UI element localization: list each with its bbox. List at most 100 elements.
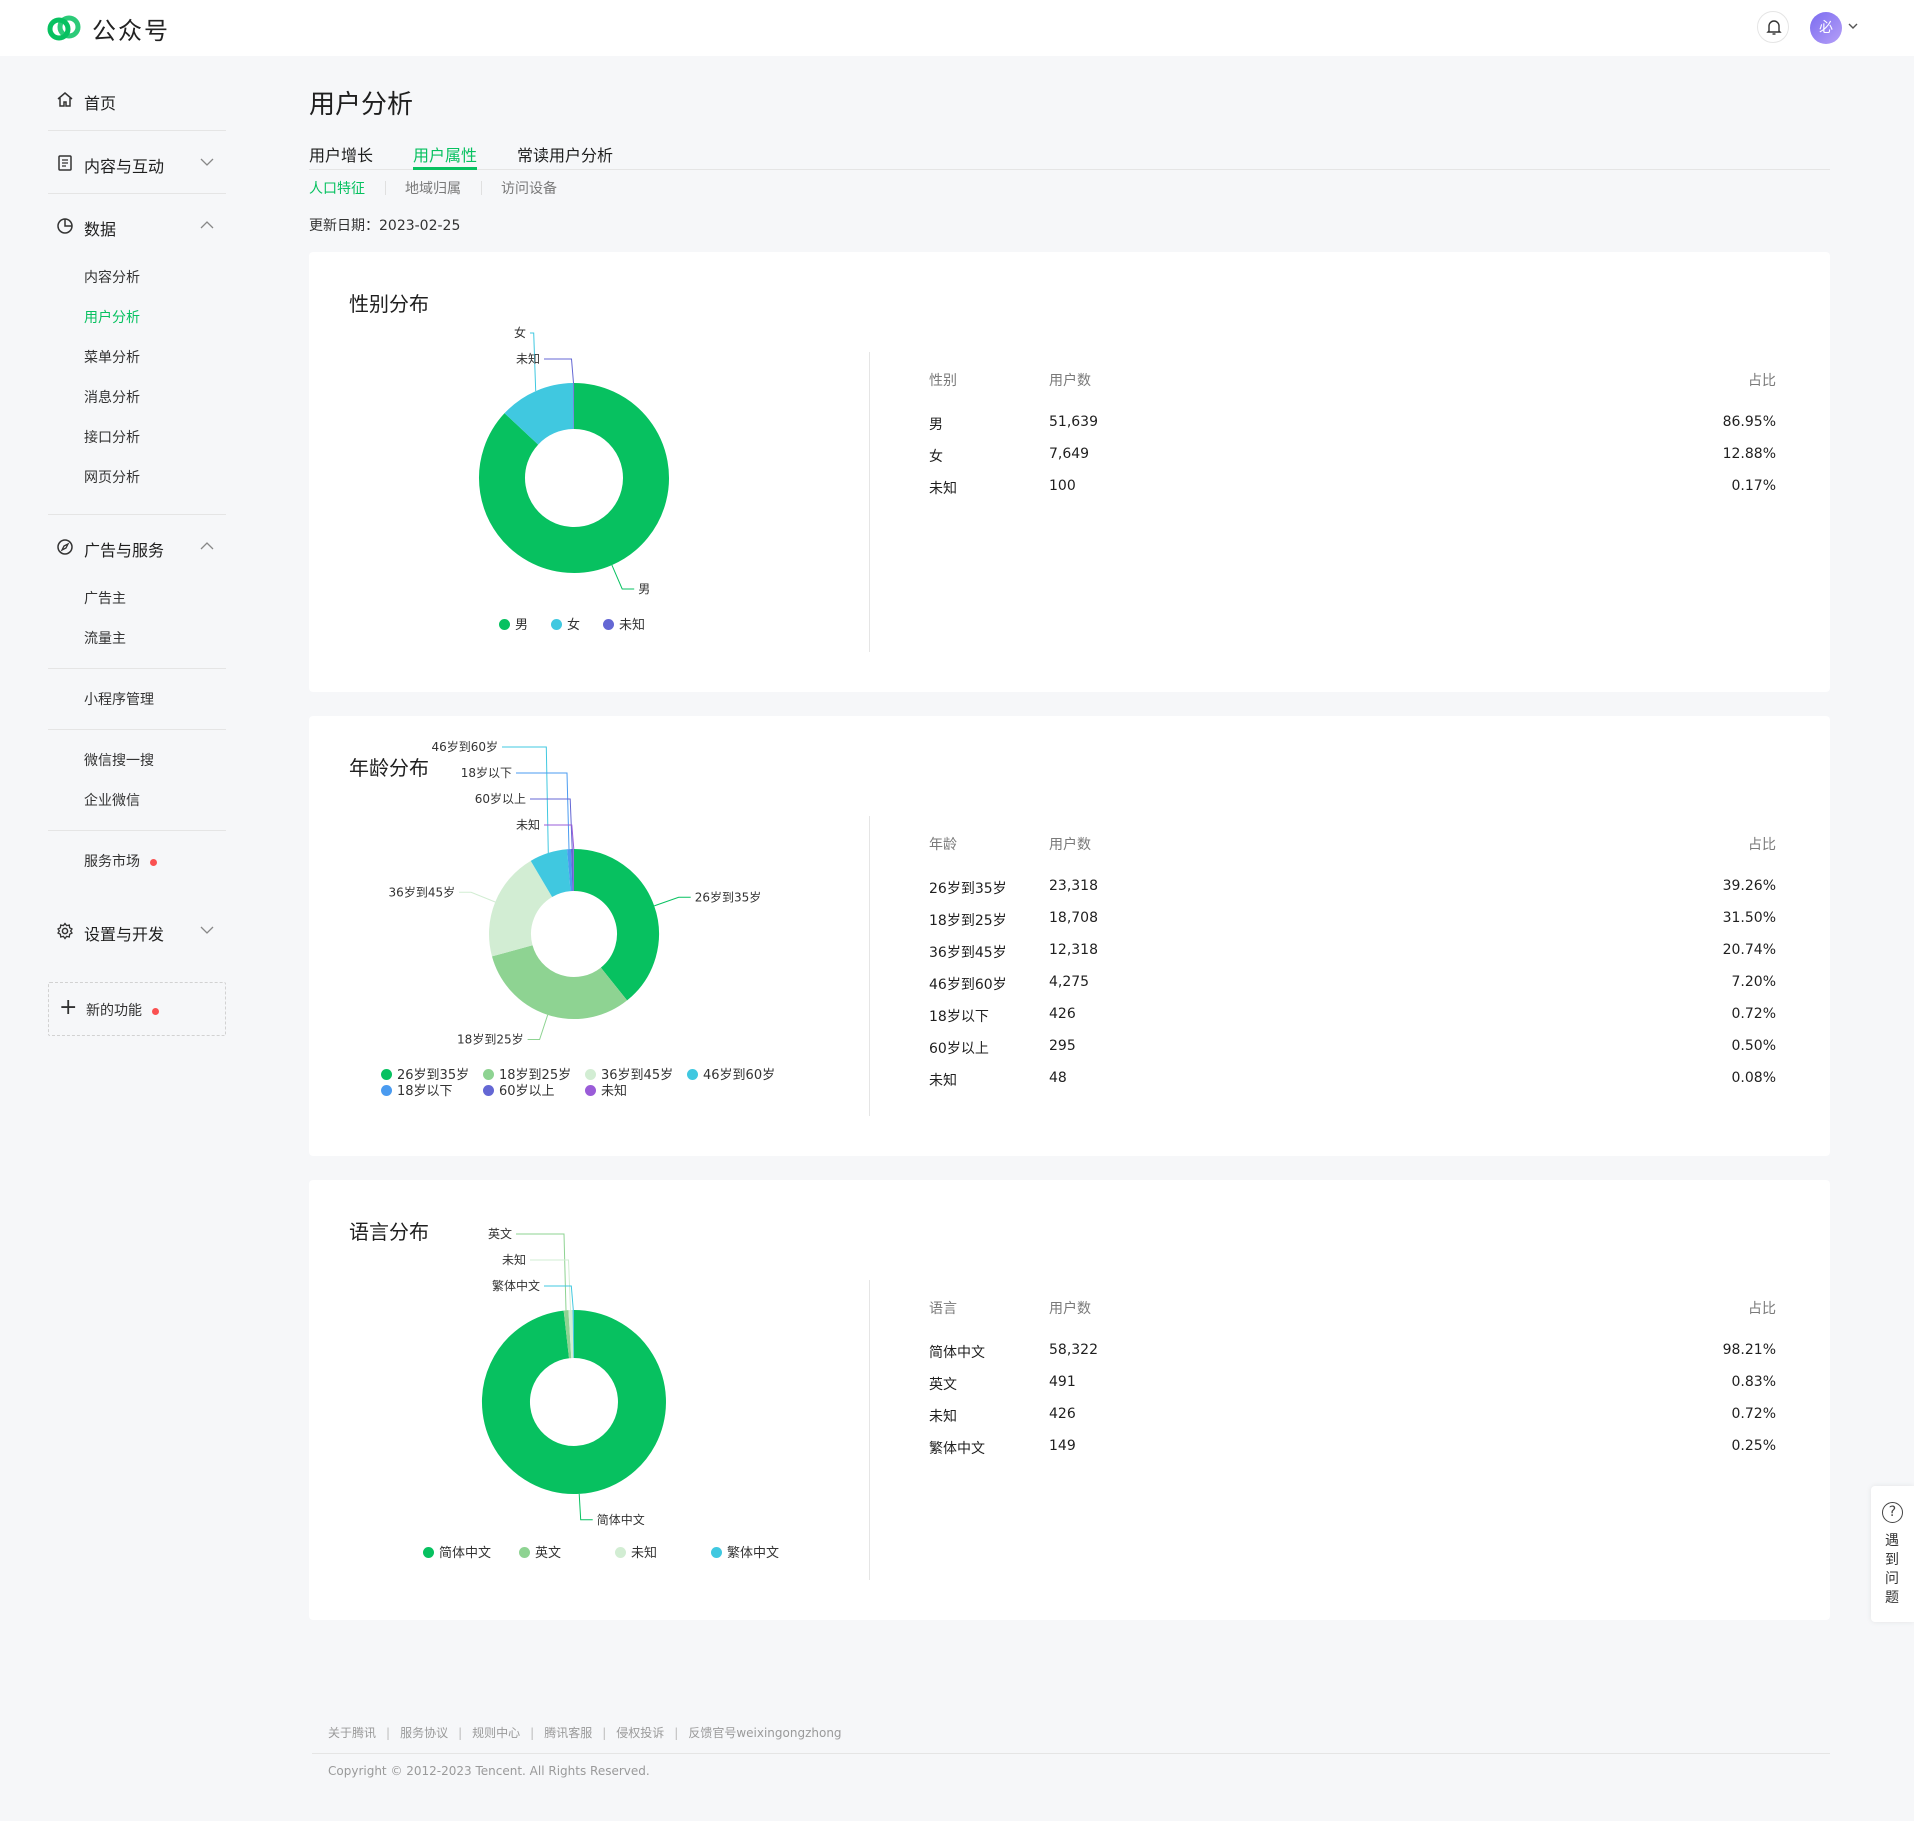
avatar[interactable]: 必 xyxy=(1810,12,1842,44)
divider xyxy=(48,130,226,131)
table-header: 年龄 xyxy=(929,837,957,853)
tab-user-growth[interactable]: 用户增长 xyxy=(309,146,374,165)
table-cell: 简体中文 xyxy=(929,1345,985,1361)
sidebar-item-search[interactable]: 微信搜一搜 xyxy=(84,753,154,769)
legend-item[interactable]: 英文 xyxy=(519,1542,561,1561)
new-feature-button[interactable]: + 新的功能 xyxy=(48,982,226,1036)
legend-item[interactable]: 18岁到25岁 xyxy=(483,1064,571,1083)
label-line xyxy=(611,564,635,590)
legend-item[interactable]: 46岁到60岁 xyxy=(687,1064,775,1083)
sidebar-item-publisher[interactable]: 流量主 xyxy=(84,631,126,647)
table-cell: 男 xyxy=(929,417,943,433)
table-cell: 未知 xyxy=(929,481,957,497)
sidebar-item-wework[interactable]: 企业微信 xyxy=(84,793,140,809)
table-cell: 7.20% xyxy=(1731,974,1776,990)
divider xyxy=(869,352,870,652)
donut-slice[interactable] xyxy=(491,944,628,1019)
legend-swatch xyxy=(551,619,562,630)
legend-item[interactable]: 简体中文 xyxy=(423,1542,491,1561)
legend-item[interactable]: 未知 xyxy=(603,614,645,633)
table-cell: 51,639 xyxy=(1049,414,1098,430)
subtab-region[interactable]: 地域归属 xyxy=(405,181,461,197)
legend-item[interactable]: 未知 xyxy=(615,1542,657,1561)
table-cell: 46岁到60岁 xyxy=(929,977,1007,993)
slice-label: 46岁到60岁 xyxy=(431,739,498,754)
logo-icon[interactable] xyxy=(46,12,82,44)
notification-button[interactable] xyxy=(1757,11,1789,43)
divider xyxy=(869,816,870,1116)
tab-user-attributes[interactable]: 用户属性 xyxy=(413,146,478,165)
sidebar-item-advertiser[interactable]: 广告主 xyxy=(84,591,126,607)
donut-slice[interactable] xyxy=(489,860,553,957)
new-feature-label: 新的功能 xyxy=(86,1000,159,1020)
card-title: 年龄分布 xyxy=(349,756,429,780)
divider xyxy=(312,1753,1830,1754)
slice-label: 简体中文 xyxy=(597,1512,645,1527)
legend-label: 女 xyxy=(567,618,581,633)
footer-link[interactable]: 服务协议 xyxy=(400,1726,449,1740)
app-title[interactable]: 公众号 xyxy=(92,17,170,45)
footer-link[interactable]: 规则中心 xyxy=(472,1726,521,1740)
sidebar-item-menu-analysis[interactable]: 菜单分析 xyxy=(84,350,140,366)
sidebar-item-message-analysis[interactable]: 消息分析 xyxy=(84,390,140,406)
footer-link[interactable]: 腾讯客服 xyxy=(544,1726,593,1740)
subtab-demographics[interactable]: 人口特征 xyxy=(309,181,365,197)
table-cell: 426 xyxy=(1049,1006,1076,1022)
donut-slice[interactable] xyxy=(482,1310,666,1494)
label-line xyxy=(530,1259,571,1311)
help-label: 遇到问题 xyxy=(1885,1533,1899,1606)
legend-label: 英文 xyxy=(535,1546,562,1561)
sidebar-item-content-analysis[interactable]: 内容分析 xyxy=(84,270,140,286)
pie-chart-icon xyxy=(57,218,73,234)
sidebar-item-home[interactable]: 首页 xyxy=(48,80,226,120)
sidebar-item-webpage-analysis[interactable]: 网页分析 xyxy=(84,470,140,486)
notification-dot xyxy=(150,858,157,866)
subtab-devices[interactable]: 访问设备 xyxy=(501,181,557,197)
legend-swatch xyxy=(483,1085,494,1096)
table-cell: 26岁到35岁 xyxy=(929,881,1007,897)
footer-link[interactable]: 反馈官号weixingongzhong xyxy=(688,1726,842,1740)
legend-item[interactable]: 18岁以下 xyxy=(381,1080,453,1099)
tab-bar: 用户增长 用户属性 常读用户分析 xyxy=(309,140,1830,170)
sidebar-item-data[interactable]: 数据 xyxy=(48,206,226,246)
sidebar-item-user-analysis[interactable]: 用户分析 xyxy=(84,310,140,326)
legend-label: 简体中文 xyxy=(439,1546,492,1561)
donut-slice[interactable] xyxy=(573,849,659,1001)
table-cell: 58,322 xyxy=(1049,1342,1098,1358)
sidebar-item-ads[interactable]: 广告与服务 xyxy=(48,527,226,567)
legend-item[interactable]: 繁体中文 xyxy=(711,1542,779,1561)
legend-swatch xyxy=(423,1547,434,1558)
legend-label: 18岁到25岁 xyxy=(499,1068,572,1083)
help-button[interactable]: ? 遇到问题 xyxy=(1871,1486,1914,1622)
table-header: 用户数 xyxy=(1049,837,1091,853)
footer-link[interactable]: 关于腾讯 xyxy=(328,1726,377,1740)
table-cell: 60岁以上 xyxy=(929,1041,989,1057)
donut-slice[interactable] xyxy=(479,383,669,573)
legend-item[interactable]: 36岁到45岁 xyxy=(585,1064,673,1083)
legend-item[interactable]: 未知 xyxy=(585,1080,627,1099)
legend-item[interactable]: 女 xyxy=(551,614,580,633)
legend-swatch xyxy=(687,1069,698,1080)
sidebar-item-settings[interactable]: 设置与开发 xyxy=(48,911,226,951)
sidebar-item-miniprogram[interactable]: 小程序管理 xyxy=(84,692,154,708)
donut-slice[interactable] xyxy=(504,383,575,446)
label-line xyxy=(544,358,574,384)
legend-item[interactable]: 60岁以上 xyxy=(483,1080,555,1099)
sidebar-item-market[interactable]: 服务市场 xyxy=(84,851,157,871)
sidebar-item-api-analysis[interactable]: 接口分析 xyxy=(84,430,140,446)
table-cell: 未知 xyxy=(929,1073,957,1089)
tab-frequent-readers[interactable]: 常读用户分析 xyxy=(517,146,614,165)
footer-link[interactable]: 侵权投诉 xyxy=(616,1726,665,1740)
table-cell: 98.21% xyxy=(1722,1342,1776,1358)
donut-slice[interactable] xyxy=(530,849,572,898)
legend-label: 繁体中文 xyxy=(727,1546,780,1561)
table-cell: 36岁到45岁 xyxy=(929,945,1007,961)
sidebar-item-content[interactable]: 内容与互动 xyxy=(48,143,226,183)
legend-item[interactable]: 26岁到35岁 xyxy=(381,1064,469,1083)
legend-swatch xyxy=(381,1069,392,1080)
table-cell: 0.83% xyxy=(1731,1374,1776,1390)
chevron-down-icon[interactable] xyxy=(1848,22,1858,30)
legend-item[interactable]: 男 xyxy=(499,614,528,633)
sidebar-label: 首页 xyxy=(84,94,117,113)
